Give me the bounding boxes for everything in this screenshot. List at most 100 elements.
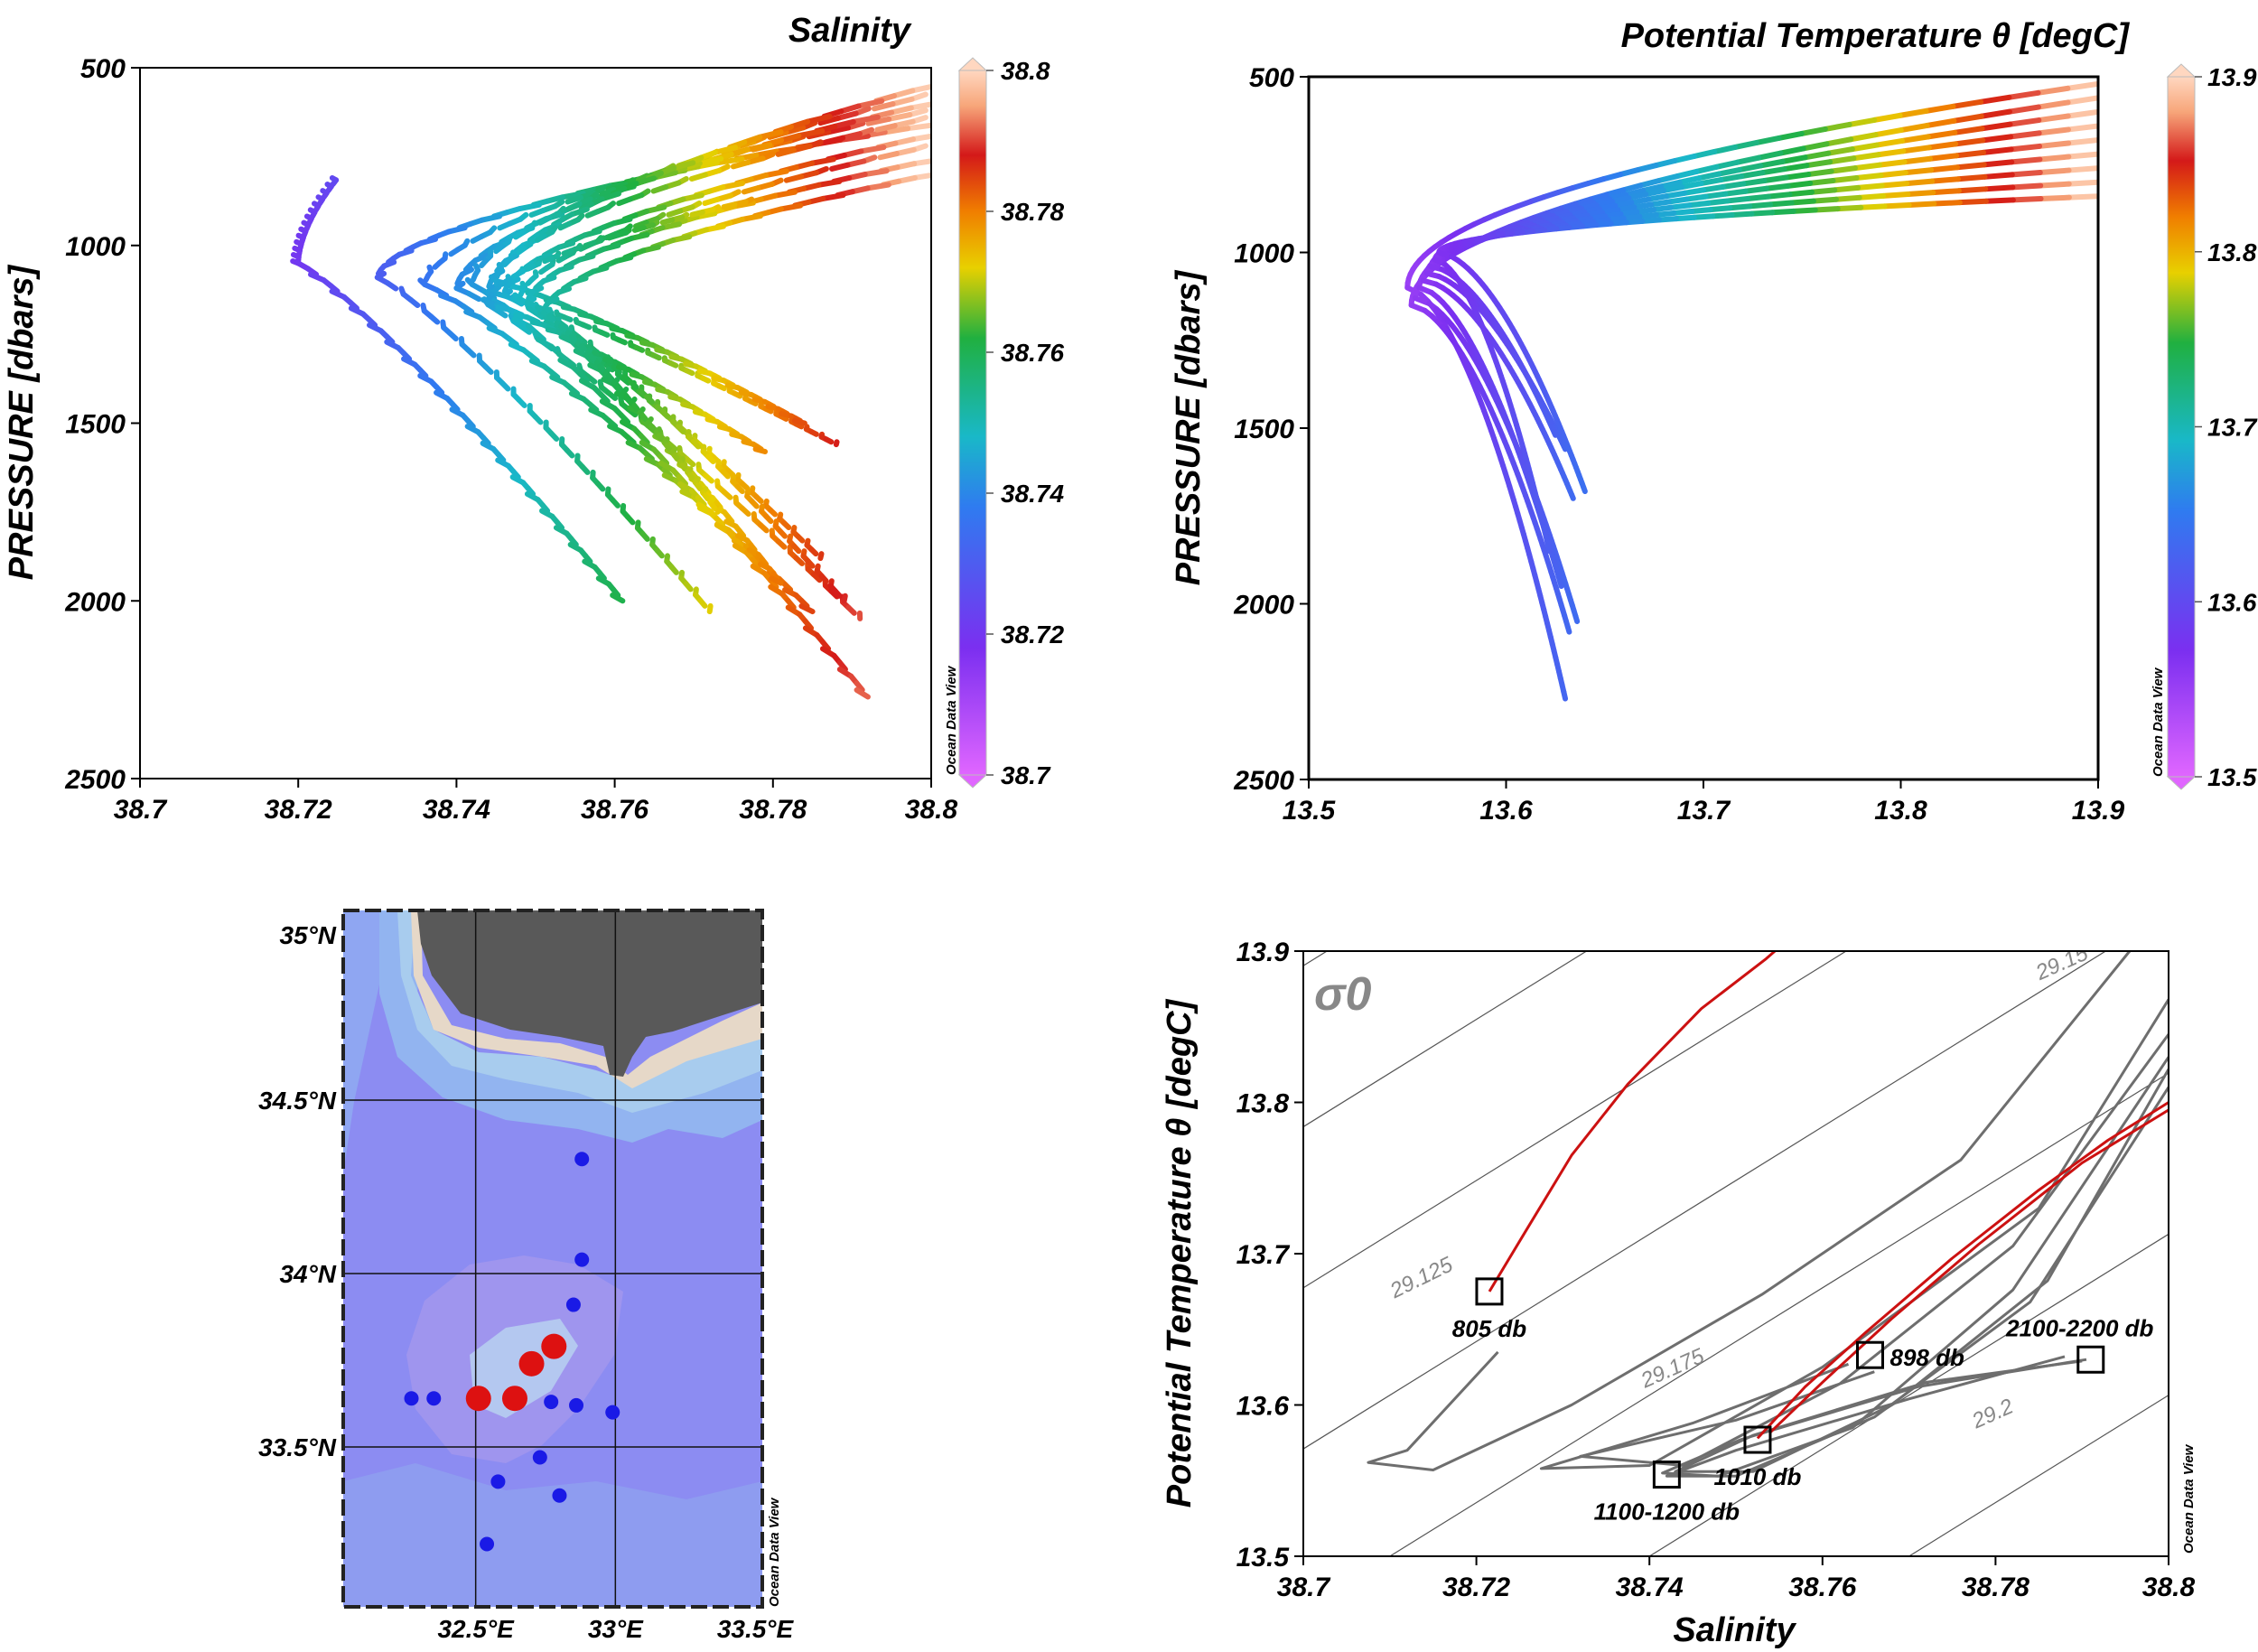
temperature-profile-segment bbox=[1898, 122, 1930, 134]
temperature-profile-segment bbox=[1749, 210, 1776, 217]
salinity-profile-segment bbox=[479, 213, 503, 223]
temperature-profile-segment bbox=[1710, 212, 1735, 219]
salinity-profile-segment bbox=[877, 151, 900, 161]
temperature-profile-segment bbox=[1833, 194, 1862, 202]
temperature-profile-segment bbox=[1765, 191, 1793, 200]
temperature-profile-segment bbox=[1763, 182, 1791, 191]
salinity-profile-segment bbox=[598, 330, 611, 338]
station-marker-large bbox=[465, 1386, 491, 1412]
salinity-profile-segment bbox=[554, 519, 565, 531]
salinity-profile-segment bbox=[845, 604, 857, 616]
salinity-profile-segment bbox=[712, 145, 739, 155]
temperature-x-ticks: 13.5 13.6 13.7 13.8 13.9 bbox=[1283, 779, 2125, 826]
salinity-profile-segment bbox=[770, 571, 780, 582]
deep-shading-south bbox=[343, 1463, 762, 1607]
ts-x-ticks: 38.7 38.72 38.74 38.76 38.78 38.8 bbox=[1277, 1556, 2196, 1602]
salinity-profile-segment bbox=[417, 367, 429, 379]
salinity-profile-segment bbox=[891, 88, 916, 99]
temperature-profile-segment bbox=[1846, 117, 1878, 127]
salinity-profile-segment bbox=[844, 158, 867, 168]
station-marker-small bbox=[544, 1395, 559, 1410]
salinity-profile-segment bbox=[639, 530, 650, 542]
salinity-profile-segment bbox=[788, 118, 811, 130]
salinity-profile-segment bbox=[818, 573, 829, 584]
salinity-profile-segment bbox=[802, 618, 815, 631]
salinity-profile-segment bbox=[808, 546, 819, 557]
salinity-profile-segment bbox=[905, 122, 931, 132]
ts-y-tick-label: 13.7 bbox=[1236, 1240, 1291, 1270]
ts-y-tick-label: 13.8 bbox=[1236, 1089, 1290, 1119]
temperature-profile-segment bbox=[1561, 688, 1569, 702]
salinity-profile-segment bbox=[614, 383, 624, 392]
temperature-profile-segment bbox=[1812, 206, 1841, 213]
salinity-profile-segment bbox=[778, 414, 789, 422]
salinity-profile-segment bbox=[889, 105, 914, 116]
salinity-profile-segment bbox=[858, 145, 887, 154]
salinity-profile-segment bbox=[705, 453, 716, 464]
salinity-profile-segment bbox=[826, 125, 852, 135]
salinity-y-tick-label: 1000 bbox=[65, 232, 126, 262]
salinity-profile-segment bbox=[841, 148, 864, 158]
salinity-profile-segment bbox=[599, 186, 617, 198]
salinity-profile-segment bbox=[854, 686, 871, 700]
density-isoline bbox=[1303, 951, 1848, 1289]
salinity-profile-segment bbox=[432, 259, 443, 270]
station-marker-large bbox=[518, 1350, 545, 1377]
salinity-profile-segment bbox=[579, 463, 591, 475]
temperature-profile-segment bbox=[1928, 164, 1961, 173]
salinity-profile-segment bbox=[559, 191, 586, 201]
salinity-profile-segment bbox=[494, 307, 509, 319]
ts-depth-label: 898 db bbox=[1889, 1344, 1964, 1371]
salinity-profile-segment bbox=[623, 393, 632, 403]
temperature-profile-segment bbox=[1675, 168, 1700, 180]
ts-grey-profile-line bbox=[1539, 998, 2169, 1470]
salinity-profile-segment bbox=[568, 333, 578, 342]
map-odv-credit: Ocean Data View bbox=[767, 1497, 782, 1607]
temperature-profile-segment bbox=[1880, 191, 1911, 199]
salinity-profile-segment bbox=[606, 232, 620, 241]
salinity-profile-segment bbox=[466, 291, 482, 303]
temperature-profile-segment bbox=[1660, 184, 1685, 194]
temperature-profile-segment bbox=[1800, 141, 1830, 152]
temperature-profile-panel: Potential Temperature θ [degC] PRESSURE … bbox=[1170, 17, 2258, 826]
salinity-profile-segment bbox=[805, 558, 816, 569]
salinity-profile-segment bbox=[683, 581, 694, 593]
salinity-profile-segment bbox=[628, 378, 639, 390]
temperature-profile-segment bbox=[1707, 205, 1733, 213]
salinity-profile-segment bbox=[624, 434, 637, 446]
salinity-x-tick-label: 38.8 bbox=[905, 795, 958, 825]
temperature-profile-segment bbox=[1572, 612, 1581, 624]
salinity-profile-segment bbox=[656, 433, 665, 443]
temperature-x-tick-label: 13.9 bbox=[2072, 796, 2125, 826]
density-isolines bbox=[1303, 951, 2169, 1556]
temperature-profile-segment bbox=[1979, 121, 2013, 132]
temperature-profile-segment bbox=[1881, 201, 1912, 210]
salinity-profile-segment bbox=[841, 593, 848, 604]
salinity-x-tick-label: 38.74 bbox=[423, 795, 490, 825]
temperature-x-tick-label: 13.6 bbox=[1479, 796, 1533, 826]
temperature-profile-segment bbox=[1955, 186, 1989, 194]
density-isoline bbox=[1648, 1233, 2169, 1556]
salinity-profile-segment bbox=[744, 142, 773, 153]
salinity-colorbar bbox=[958, 70, 987, 776]
temperature-profile-segment bbox=[2066, 151, 2098, 160]
temperature-profile-segment bbox=[1807, 177, 1836, 186]
salinity-profile-segment bbox=[675, 424, 686, 434]
salinity-profile-segment bbox=[829, 162, 851, 172]
density-isoline bbox=[1389, 1072, 2169, 1556]
temperature-profile-segment bbox=[1588, 191, 1610, 202]
temperature-profile-segment bbox=[1851, 152, 1881, 162]
salinity-profile-segment bbox=[690, 438, 702, 450]
temperature-x-tick-label: 13.8 bbox=[1874, 796, 1927, 826]
salinity-profile-segment bbox=[564, 194, 583, 205]
salinity-profile-segment bbox=[633, 344, 646, 353]
temperature-profile-segment bbox=[1955, 162, 1987, 171]
map-latitude-label: 33.5°N bbox=[258, 1433, 337, 1461]
salinity-profile-segment bbox=[865, 116, 892, 126]
temperature-profile-segment bbox=[1768, 200, 1795, 208]
temperature-profile-segment bbox=[1653, 158, 1678, 169]
temperature-profile-segment bbox=[1827, 155, 1857, 165]
salinity-profile-segment bbox=[790, 143, 813, 154]
map-latitude-label: 34.5°N bbox=[258, 1087, 337, 1115]
temperature-profile-segment bbox=[2035, 85, 2071, 96]
